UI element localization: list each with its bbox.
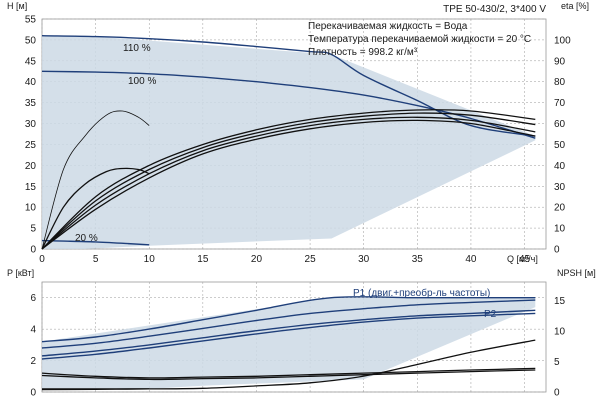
- top-operating-region: [42, 35, 536, 250]
- top-y-tick-left: 55: [25, 15, 37, 26]
- top-x-axis-label: Q [м³/ч]: [507, 254, 538, 264]
- top-y-tick-right: 10: [554, 224, 566, 235]
- bottom-series: [41, 296, 536, 391]
- top-series-line: [41, 109, 536, 250]
- top-x-tick: 25: [305, 254, 317, 265]
- bottom-y-tick-right: 0: [554, 388, 560, 399]
- info-line-temperature: Температура перекачиваемой жидкости = 20…: [308, 34, 531, 45]
- top-y-tick-right: 0: [554, 245, 560, 256]
- top-x-tick: 35: [412, 254, 424, 265]
- legend-label-p1: P1 (двиг.+преобр-ль частоты): [353, 287, 490, 299]
- info-line-liquid: Перекачиваемая жидкость = Вода: [308, 21, 468, 32]
- top-y-tick-right: 40: [554, 161, 566, 172]
- top-series-line: [41, 116, 536, 250]
- label-curve-110: 110 %: [123, 43, 151, 54]
- bottom-operating-region: [42, 297, 536, 389]
- legend-label-p2: P2: [484, 309, 497, 320]
- bottom-series-line: [41, 339, 536, 390]
- bottom-tick-labels: 0 2 4 6 0 5 10 15: [30, 293, 565, 398]
- info-line-density: Плотность = 998.2 кг/м³: [308, 47, 418, 58]
- bottom-region-shape: [42, 297, 536, 389]
- top-x-tick: 20: [251, 254, 263, 265]
- top-series-line: [41, 110, 150, 250]
- top-x-tick: 45: [519, 254, 531, 265]
- top-tick-labels: 0510152025303540455055010203040506070809…: [25, 15, 571, 266]
- top-y-tick-left: 15: [25, 182, 37, 193]
- bottom-y-axis-label-npsh: NPSH [м]: [557, 268, 596, 278]
- top-series-line: [41, 35, 536, 137]
- top-x-tick: 10: [144, 254, 156, 265]
- bottom-y-tick-left: 2: [30, 356, 36, 367]
- top-y-tick-left: 35: [25, 98, 37, 109]
- bottom-y-tick-left: 4: [30, 325, 36, 336]
- top-x-tick: 15: [197, 254, 209, 265]
- top-y-tick-right: 80: [554, 77, 566, 88]
- top-series-line: [41, 119, 536, 250]
- head-efficiency-panel: 0510152025303540455055010203040506070809…: [7, 1, 589, 265]
- bottom-y-tick-left: 0: [30, 388, 36, 399]
- top-y-axis-label-head: H [м]: [7, 1, 27, 11]
- top-x-tick: 0: [39, 254, 45, 265]
- top-y-tick-left: 30: [25, 119, 37, 130]
- bottom-series-line: [41, 369, 536, 381]
- top-region-shape: [42, 35, 536, 250]
- bottom-y-tick-right: 5: [554, 357, 560, 368]
- top-y-tick-left: 50: [25, 35, 37, 46]
- top-y-tick-right: 20: [554, 203, 566, 214]
- top-x-tick: 40: [465, 254, 477, 265]
- bottom-series-line: [41, 296, 536, 343]
- bottom-y-axis-label-power: P [кВт]: [7, 268, 34, 278]
- top-series: [41, 35, 536, 250]
- top-y-tick-right: 60: [554, 119, 566, 130]
- bottom-y-tick-left: 6: [30, 293, 36, 304]
- top-y-tick-left: 25: [25, 140, 37, 151]
- label-curve-20: 20 %: [75, 233, 98, 244]
- top-y-tick-left: 20: [25, 161, 37, 172]
- top-series-line: [41, 239, 150, 246]
- top-series-line: [41, 167, 150, 250]
- top-y-tick-left: 0: [30, 245, 36, 256]
- bottom-series-line: [41, 367, 536, 379]
- top-y-tick-right: 90: [554, 56, 566, 67]
- top-x-tick: 5: [93, 254, 99, 265]
- bottom-y-tick-right: 15: [554, 296, 566, 307]
- top-title: TPE 50-430/2, 3*400 V: [443, 4, 546, 15]
- bottom-series-line: [41, 312, 536, 360]
- bottom-series-line: [41, 309, 536, 357]
- top-y-tick-left: 10: [25, 203, 37, 214]
- top-y-tick-left: 45: [25, 56, 37, 67]
- top-y-axis-label-eta: eta [%]: [561, 1, 589, 11]
- top-series-line: [41, 70, 536, 139]
- label-curve-100: 100 %: [128, 76, 156, 87]
- top-x-tick: 30: [358, 254, 370, 265]
- top-y-tick-right: 100: [554, 35, 571, 46]
- top-y-tick-right: 50: [554, 140, 566, 151]
- top-series-line: [41, 112, 536, 250]
- bottom-y-tick-right: 10: [554, 326, 566, 337]
- top-y-tick-left: 40: [25, 77, 37, 88]
- bottom-series-line: [41, 299, 536, 349]
- top-y-tick-left: 5: [30, 224, 36, 235]
- top-y-tick-right: 30: [554, 182, 566, 193]
- top-y-tick-right: 70: [554, 98, 566, 109]
